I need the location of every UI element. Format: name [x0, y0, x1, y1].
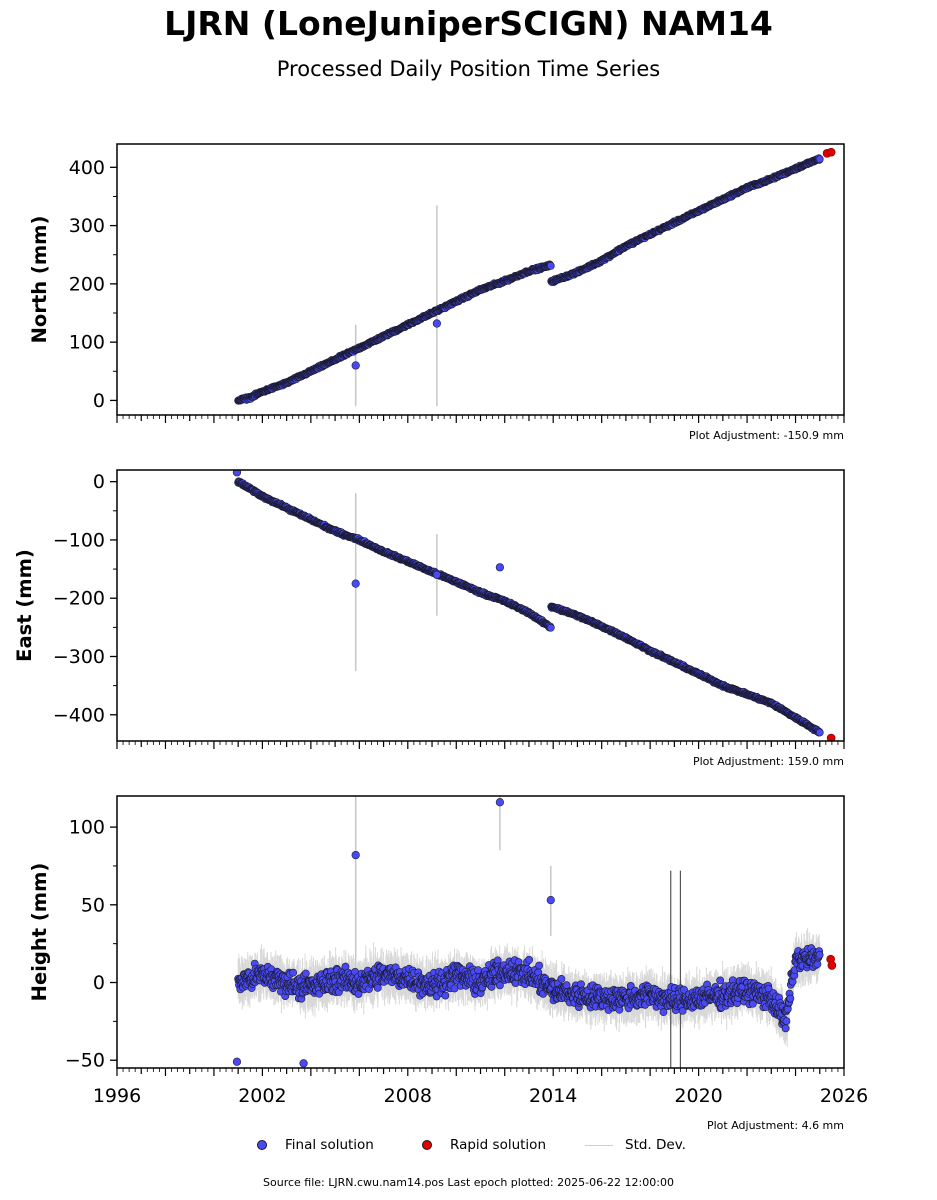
- y-axis-label: East (mm): [13, 549, 36, 662]
- final-point: [815, 728, 824, 737]
- y-tick-label: −100: [53, 529, 105, 551]
- y-tick-label: 0: [93, 390, 105, 412]
- outlier-point: [351, 361, 360, 370]
- chart-title: LJRN (LoneJuniperSCIGN) NAM14: [164, 4, 773, 43]
- y-tick-label: −300: [53, 646, 105, 668]
- outlier-point: [432, 319, 441, 328]
- y-tick-label: 0: [93, 471, 105, 493]
- final-point: [546, 623, 555, 632]
- chart-subtitle: Processed Daily Position Time Series: [276, 57, 661, 81]
- y-tick-label: 400: [69, 157, 105, 179]
- y-axis-label: North (mm): [28, 216, 51, 344]
- plot-area: [232, 470, 836, 741]
- final-solution-points: [234, 154, 824, 405]
- y-tick-label: −400: [53, 704, 105, 726]
- final-solution-points: [234, 477, 824, 737]
- outlier-point: [495, 563, 504, 572]
- rapid-point: [826, 733, 836, 741]
- rapid-point: [826, 147, 836, 157]
- east-panel: 0 −100 −200 −300 −400 East (mm): [13, 469, 845, 749]
- y-tick-label: 200: [69, 273, 105, 295]
- plot-area: [232, 796, 837, 1068]
- final-point: [815, 155, 824, 164]
- outlier-point: [351, 579, 360, 588]
- plot-area: [234, 147, 836, 407]
- outlier-point: [232, 470, 242, 477]
- plot-frame: [116, 143, 845, 416]
- plot-frame: [116, 469, 845, 742]
- outlier-point: [432, 570, 441, 580]
- y-tick-label: −200: [53, 588, 105, 610]
- y-tick-label: 100: [69, 332, 105, 354]
- final-point: [546, 261, 555, 270]
- y-tick-label: 300: [69, 215, 105, 237]
- north-panel: 0 100 200 300 400 North (mm): [28, 143, 845, 423]
